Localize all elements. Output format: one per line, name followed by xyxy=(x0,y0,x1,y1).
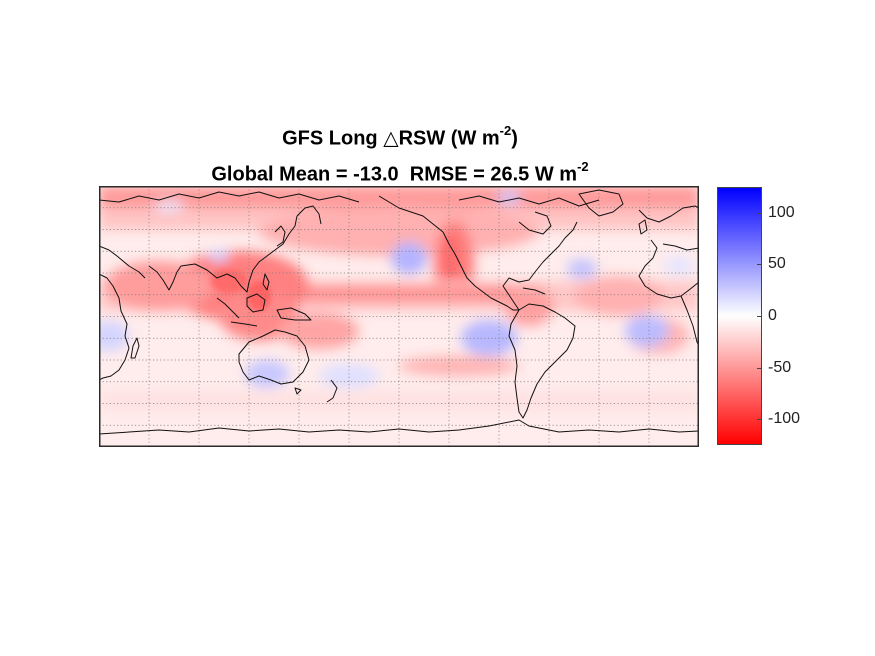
coast-cuba xyxy=(522,287,546,295)
rmse-label: RMSE = xyxy=(409,163,491,186)
colorbar xyxy=(717,187,762,445)
colorbar-tick-mark xyxy=(757,264,762,266)
coast-africa-left xyxy=(98,273,130,381)
rmse-unit-exponent: -2 xyxy=(577,158,589,174)
coast-india xyxy=(148,265,182,291)
coast-philippines xyxy=(262,273,270,291)
coast-japan xyxy=(274,225,286,247)
colorbar-ticks: 100 50 0 -50 -100 xyxy=(757,187,842,445)
coast-tasmania xyxy=(294,387,302,395)
coast-mediterranean xyxy=(662,243,700,251)
colorbar-tick-mark xyxy=(757,419,762,421)
coast-south-america xyxy=(508,303,576,419)
colorbar-tick-label: -100 xyxy=(768,410,801,428)
title-line-2: Global Mean = -13.0 RMSE = 26.5 W m-2 xyxy=(100,154,700,190)
global-mean-value: -13.0 xyxy=(353,163,399,186)
map-frame xyxy=(99,186,699,447)
map-svg xyxy=(98,186,700,447)
coast-arabia xyxy=(98,245,146,279)
coast-new-guinea xyxy=(276,307,312,321)
colorbar-tick-label: 50 xyxy=(768,255,786,273)
coast-gulf-mexico xyxy=(502,271,536,311)
coast-na-east xyxy=(534,221,578,273)
title-line-1: GFS Long △RSW (W m-2) xyxy=(100,118,700,154)
coast-hudson xyxy=(518,211,552,235)
rmse-value: 26.5 xyxy=(490,163,530,186)
colorbar-tick-label: -50 xyxy=(768,358,792,376)
colorbar-tick-label: 0 xyxy=(768,307,777,324)
coast-antarctica xyxy=(98,419,700,435)
title-text: GFS Long △RSW (W m xyxy=(282,127,500,150)
coast-madagascar xyxy=(130,337,140,359)
coast-canada-north xyxy=(458,195,600,207)
coast-java xyxy=(230,321,258,327)
coast-europe xyxy=(638,205,700,223)
coast-na-west xyxy=(442,231,500,303)
coastlines xyxy=(98,189,700,435)
rmse-unit: W m xyxy=(534,163,578,186)
coast-kamchatka xyxy=(296,205,322,225)
title-exponent: -2 xyxy=(499,123,512,138)
coast-uk xyxy=(638,219,648,235)
coast-alaska xyxy=(378,195,444,233)
coast-borneo xyxy=(246,293,266,313)
coast-australia xyxy=(238,329,310,385)
coast-new-zealand xyxy=(326,379,338,403)
colorbar-gradient xyxy=(718,188,761,444)
coast-sumatra xyxy=(216,297,240,319)
colorbar-tick-mark xyxy=(757,316,762,317)
coast-greenland xyxy=(578,189,624,217)
coast-iberia-africa xyxy=(638,239,700,299)
title-tail: ) xyxy=(511,127,518,150)
colorbar-tick-label: 100 xyxy=(768,203,795,221)
global-mean-label: Global Mean = xyxy=(211,163,354,186)
coast-central-america xyxy=(498,301,519,311)
coast-siberia xyxy=(98,191,360,203)
colorbar-tick-mark xyxy=(757,212,762,214)
colorbar-tick-mark xyxy=(757,367,762,369)
graticule xyxy=(99,186,699,447)
figure-title: GFS Long △RSW (W m-2) Global Mean = -13.… xyxy=(100,118,700,189)
coast-east-asia xyxy=(180,215,298,293)
global-map xyxy=(98,186,700,447)
